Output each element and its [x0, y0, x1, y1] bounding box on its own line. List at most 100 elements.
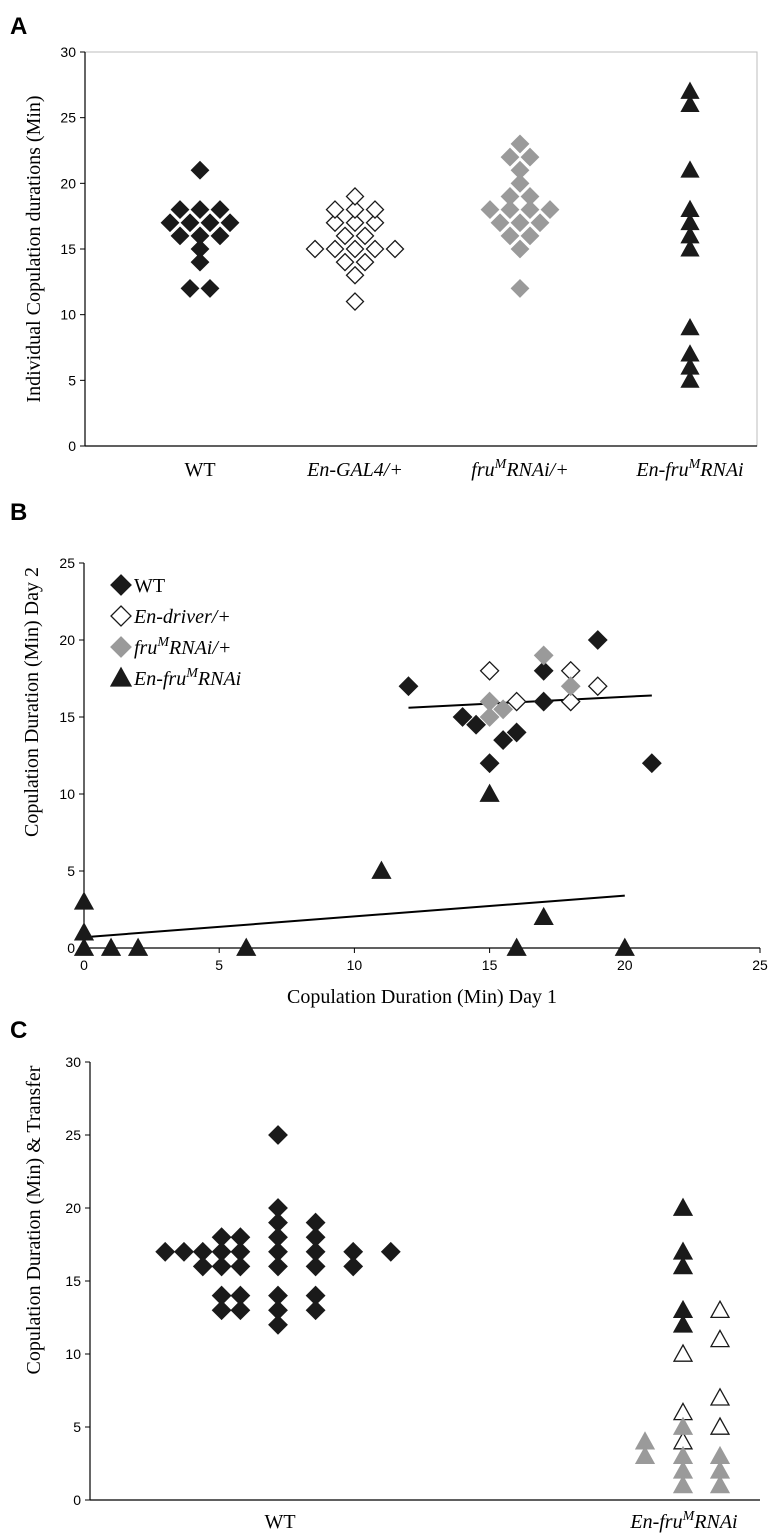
panel-a-point — [325, 213, 345, 233]
panel-c-y-axis-title: Copulation Duration (Min) & Transfer — [23, 1065, 45, 1374]
panel-c-wt-point — [230, 1300, 251, 1321]
panel-c-rnai-point — [672, 1314, 694, 1333]
panel-a-category-label: En-GAL4/+ — [306, 459, 403, 481]
panel-b-legend-marker — [110, 574, 132, 596]
panel-a-point — [520, 147, 540, 167]
panel-c-wt-point — [192, 1256, 213, 1277]
panel-b-x-tick-label: 15 — [482, 957, 498, 973]
panel-a-point — [345, 187, 365, 206]
panel-b-point — [371, 860, 392, 879]
panel-b-point — [533, 660, 554, 681]
panel-a-point — [680, 226, 700, 244]
panel-c-rnai-point — [709, 1475, 731, 1494]
panel-b-point — [127, 937, 149, 956]
panel-a-point — [355, 226, 375, 246]
panel-b-point — [398, 676, 419, 697]
panel-b-point — [533, 645, 554, 666]
panel-b-legend-label: En-fruMRNAi — [133, 666, 241, 690]
panel-b-point — [533, 691, 554, 712]
panel-a-point — [355, 252, 375, 272]
panel-a-point — [210, 200, 230, 220]
panel-c-y-tick-label: 20 — [65, 1200, 81, 1216]
panel-a-y-tick-label: 25 — [60, 110, 76, 126]
panel-b-trendline — [83, 894, 625, 939]
panel-a-point — [200, 278, 220, 298]
panel-b-y-tick-label: 20 — [59, 632, 75, 648]
panel-b-x-tick-label: 20 — [617, 957, 633, 973]
panel-label-a: A — [10, 13, 27, 40]
panel-b-point — [614, 937, 635, 956]
panel-a-point — [345, 265, 365, 285]
panel-b-y-tick-label: 25 — [59, 555, 75, 571]
panel-a-point — [345, 239, 365, 259]
panel-a-point — [220, 213, 240, 233]
panel-a-category-label: WT — [184, 459, 215, 481]
panel-a-point — [345, 200, 365, 220]
panel-b-point — [479, 753, 500, 774]
panel-a-point — [510, 134, 530, 154]
panel-a-point — [680, 199, 700, 218]
panel-b-point — [100, 937, 122, 956]
panel-b-point — [452, 707, 473, 727]
panel-a-point — [180, 213, 200, 233]
panel-a-point — [160, 213, 180, 233]
panel-a-point — [540, 200, 560, 220]
panel-a-category-label: fruMRNAi/+ — [471, 457, 568, 481]
panel-b-point — [641, 753, 662, 774]
panel-label-c: C — [10, 1017, 27, 1044]
panel-b-point — [479, 783, 500, 802]
panel-b-trendline — [408, 694, 652, 709]
panel-b-x-axis-title: Copulation Duration (Min) Day 1 — [287, 986, 557, 1008]
panel-c-wt-point — [174, 1241, 194, 1262]
panel-c-wt-point — [268, 1314, 288, 1335]
panel-b-x-tick-label: 25 — [752, 957, 768, 973]
panel-a-point — [345, 213, 365, 233]
panel-a-point — [305, 239, 325, 259]
panel-a-point — [520, 200, 540, 220]
panel-b-legend-label: WT — [134, 575, 165, 597]
panel-a-point — [680, 212, 700, 231]
panel-a-point — [680, 357, 700, 375]
panel-b-x-tick-label: 0 — [80, 957, 88, 973]
panel-b-point — [73, 891, 95, 910]
panel-c-y-tick-label: 15 — [65, 1273, 81, 1289]
panel-b-y-tick-label: 5 — [67, 863, 75, 879]
panel-a-point — [345, 292, 365, 311]
panel-c-y-tick-label: 5 — [73, 1419, 81, 1435]
panel-b-point — [479, 660, 500, 681]
panel-a-point — [680, 160, 700, 178]
panel-a-y-axis-title: Individual Copulation durations (Min) — [23, 95, 45, 402]
panel-b-y-tick-label: 0 — [67, 940, 75, 956]
panel-b-point — [506, 691, 527, 712]
panel-a-point — [325, 239, 345, 259]
panel-a-point — [680, 370, 700, 388]
panel-a-point — [520, 226, 540, 246]
panel-c-wt-point — [211, 1256, 232, 1277]
panel-c-rnai-point — [709, 1299, 731, 1319]
panel-c-wt-point — [268, 1256, 288, 1277]
panel-b-legend-label: fruMRNAi/+ — [134, 635, 231, 659]
panel-b-legend-marker — [110, 636, 132, 658]
panel-c-category-label: WT — [264, 1511, 295, 1533]
panel-a-point — [510, 160, 530, 180]
panel-a-y-tick-label: 5 — [68, 372, 76, 388]
panel-a-y-tick-label: 15 — [60, 241, 76, 257]
panel-c-y-tick-label: 10 — [65, 1346, 81, 1362]
panel-b-point — [587, 676, 608, 697]
panel-a-point — [500, 187, 520, 206]
panel-b-legend: WT En-driver/+ fruMRNAi/+ En-fruMRNAi — [109, 574, 241, 690]
panel-c-y-tick-label: 30 — [65, 1054, 81, 1070]
panel-a-point — [365, 200, 385, 220]
panel-b-point — [236, 937, 257, 956]
panel-a-point — [385, 239, 405, 259]
panel-a-y-tick-label: 30 — [60, 44, 76, 60]
panel-a-chart: Individual Copulation durations (Min) 0 5… — [23, 44, 758, 481]
panel-b-point — [466, 714, 486, 735]
panel-c-y-tick-label: 0 — [73, 1492, 81, 1508]
panel-a-point — [680, 81, 700, 99]
panel-c-wt-point — [305, 1256, 326, 1277]
panel-c-rnai-point — [672, 1475, 694, 1494]
panel-b-point — [479, 707, 500, 727]
panel-b-point — [73, 922, 95, 941]
